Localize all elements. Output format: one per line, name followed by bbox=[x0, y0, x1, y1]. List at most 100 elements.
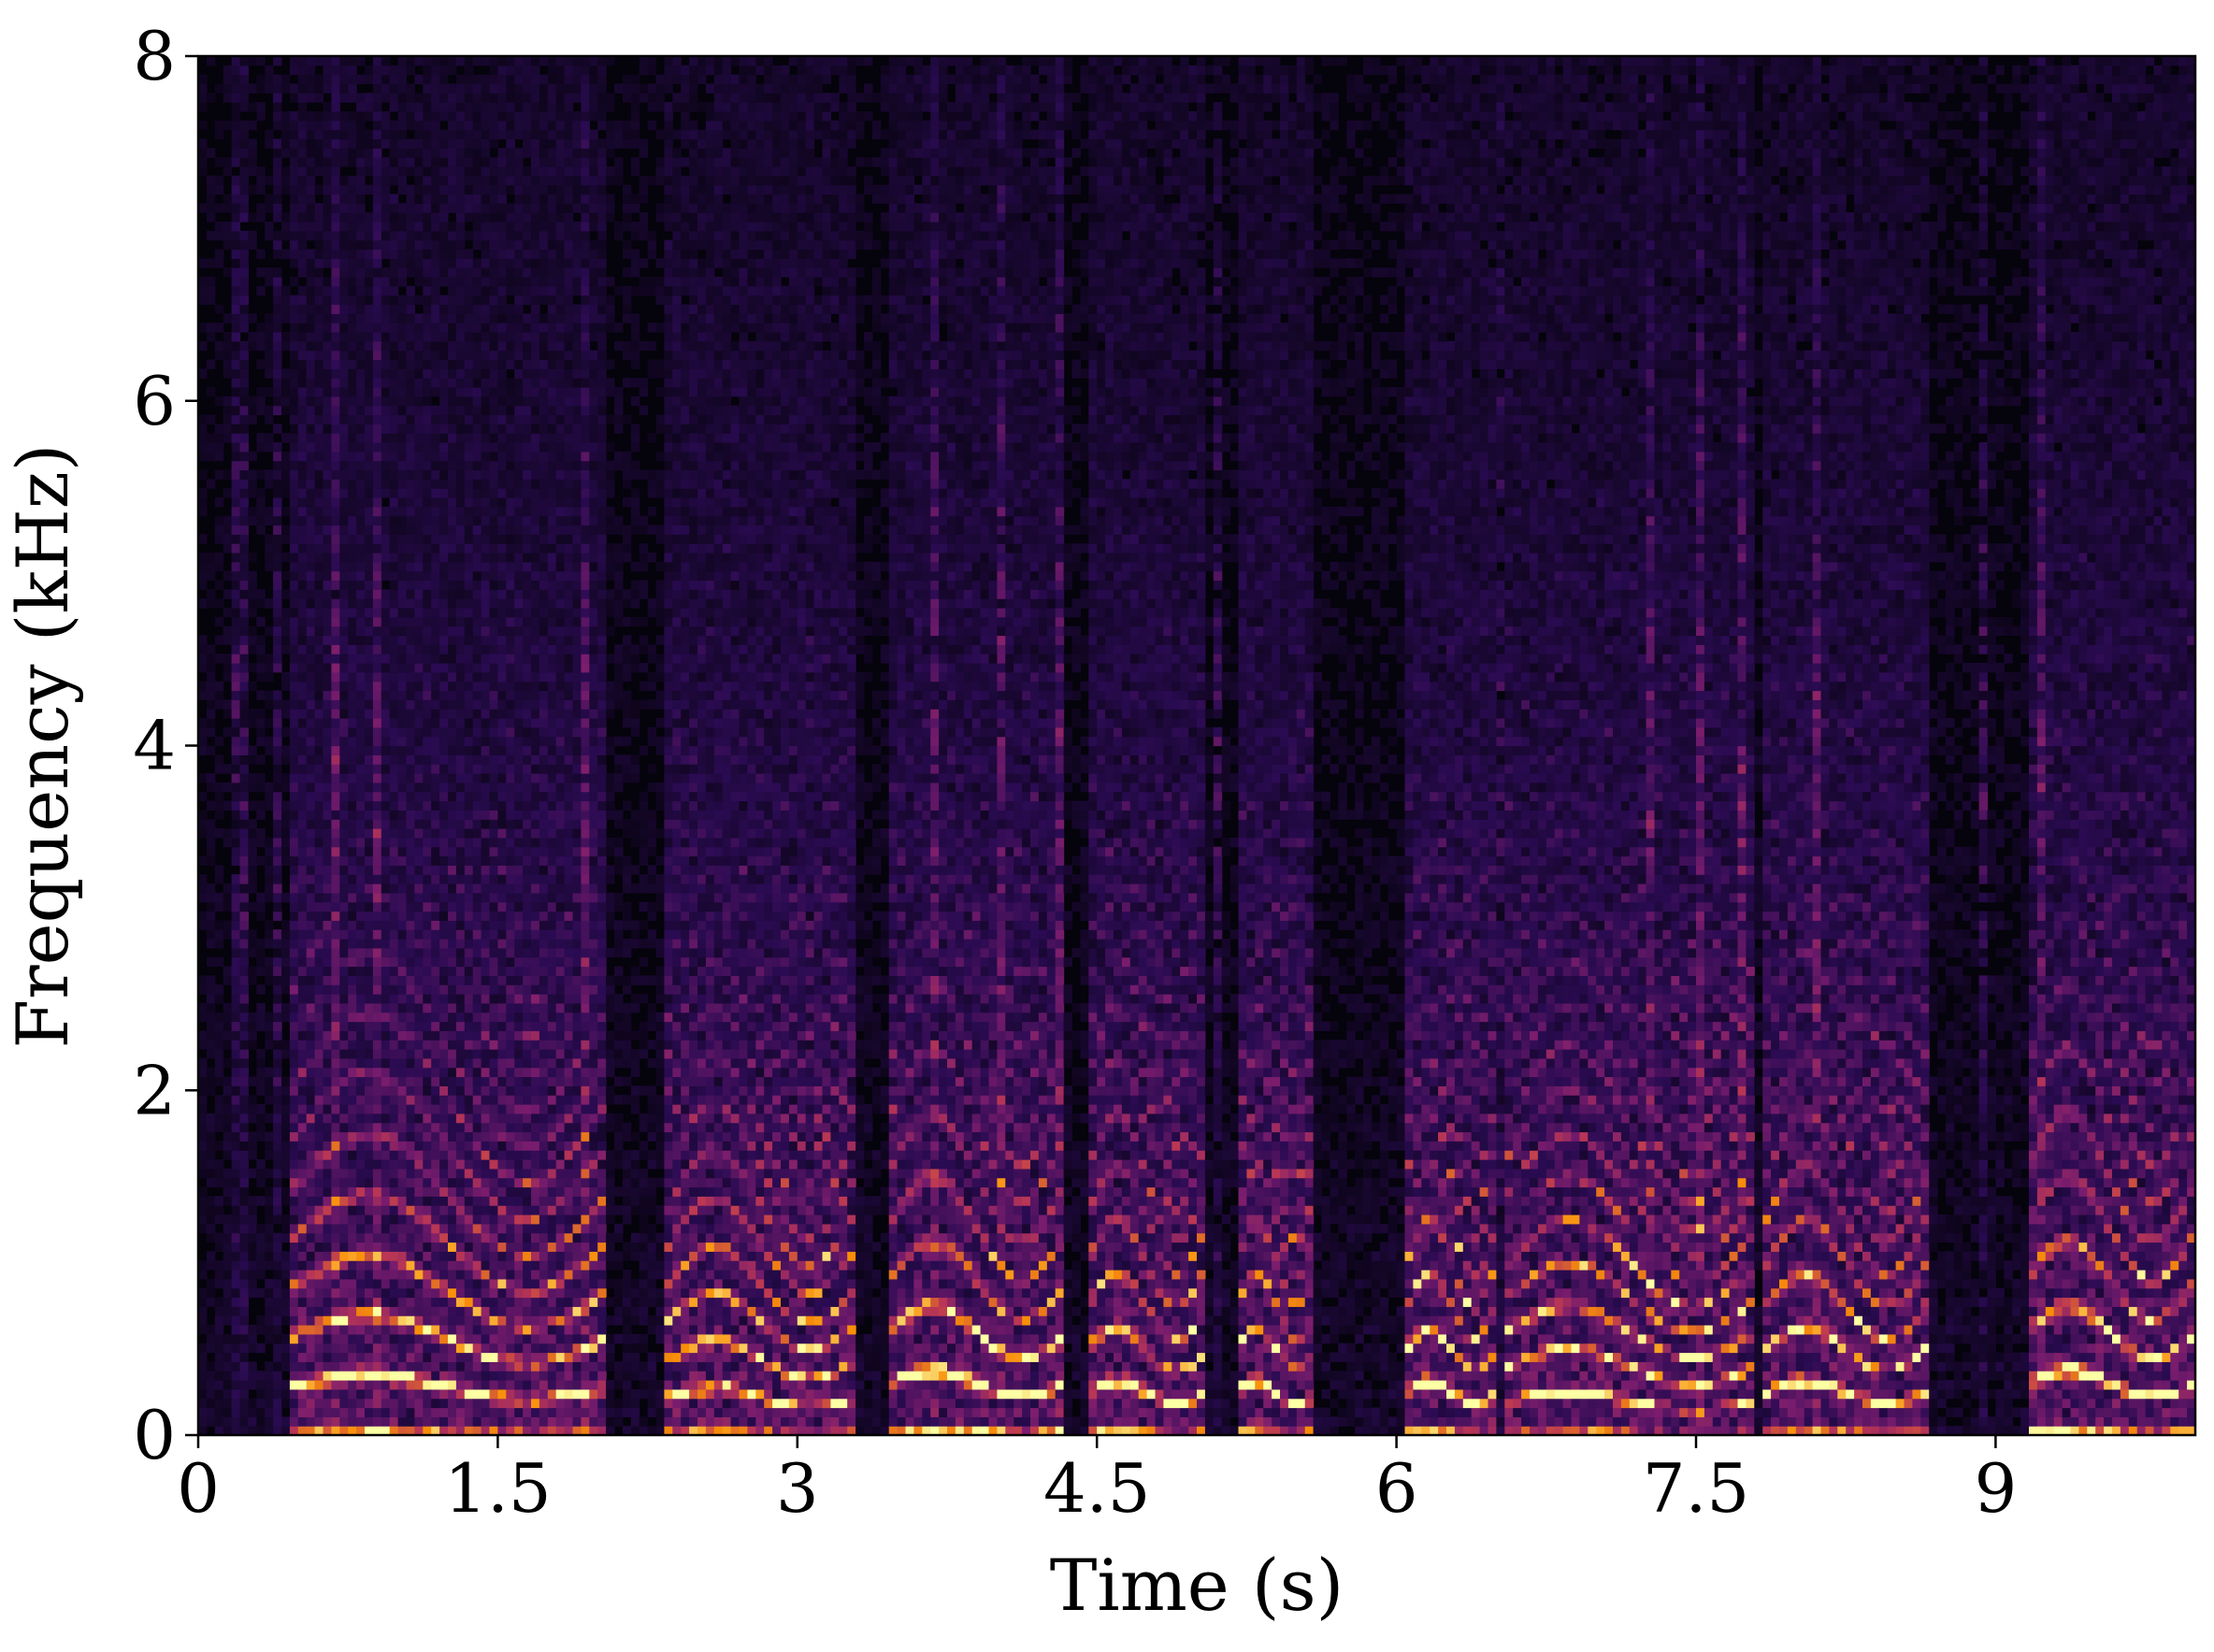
heatmap-cell bbox=[206, 1333, 216, 1344]
heatmap-cell bbox=[423, 553, 432, 563]
heatmap-cell bbox=[265, 1398, 274, 1409]
heatmap-cell bbox=[389, 598, 399, 609]
heatmap-cell bbox=[306, 1177, 316, 1188]
heatmap-cell bbox=[297, 644, 308, 654]
heatmap-cell bbox=[414, 203, 424, 213]
heatmap-cell bbox=[397, 994, 408, 1004]
heatmap-cell bbox=[423, 1333, 432, 1344]
heatmap-cell bbox=[323, 911, 332, 921]
heatmap-cell bbox=[306, 598, 316, 609]
heatmap-cell bbox=[223, 800, 233, 811]
heatmap-cell bbox=[472, 442, 482, 453]
heatmap-cell bbox=[297, 1426, 308, 1436]
heatmap-cell bbox=[497, 488, 507, 498]
heatmap-cell bbox=[239, 285, 249, 296]
heatmap-cell bbox=[439, 782, 449, 793]
heatmap-cell bbox=[472, 654, 482, 664]
heatmap-cell bbox=[289, 681, 299, 692]
heatmap-cell bbox=[223, 654, 233, 664]
heatmap-cell bbox=[331, 608, 340, 618]
heatmap-cell bbox=[239, 184, 249, 195]
heatmap-cell bbox=[414, 570, 424, 582]
heatmap-cell bbox=[306, 1278, 316, 1289]
heatmap-cell bbox=[448, 654, 457, 664]
heatmap-cell bbox=[256, 184, 266, 195]
heatmap-cell bbox=[297, 1416, 308, 1427]
heatmap-cell bbox=[265, 1223, 274, 1234]
heatmap-cell bbox=[256, 984, 266, 995]
heatmap-cell bbox=[381, 222, 391, 232]
heatmap-cell bbox=[297, 120, 308, 131]
heatmap-cell bbox=[248, 874, 257, 884]
heatmap-cell bbox=[414, 635, 424, 645]
heatmap-cell bbox=[481, 1325, 491, 1335]
heatmap-cell bbox=[489, 304, 498, 314]
heatmap-cell bbox=[231, 1095, 241, 1105]
heatmap-cell bbox=[455, 1159, 466, 1170]
heatmap-cell bbox=[497, 608, 507, 618]
heatmap-cell bbox=[397, 1076, 408, 1086]
heatmap-cell bbox=[239, 837, 249, 848]
heatmap-cell bbox=[214, 1306, 224, 1316]
heatmap-cell bbox=[239, 93, 249, 103]
heatmap-cell bbox=[423, 93, 432, 103]
heatmap-cell bbox=[489, 1113, 498, 1124]
heatmap-cell bbox=[265, 598, 274, 609]
heatmap-cell bbox=[214, 984, 224, 995]
heatmap-cell bbox=[372, 1371, 382, 1381]
heatmap-cell bbox=[406, 1012, 415, 1023]
heatmap-cell bbox=[248, 1270, 257, 1280]
heatmap-cell bbox=[306, 304, 316, 314]
heatmap-cell bbox=[239, 1380, 249, 1390]
heatmap-cell bbox=[431, 387, 440, 397]
heatmap-cell bbox=[472, 56, 482, 66]
heatmap-cell bbox=[423, 1407, 432, 1417]
heatmap-cell bbox=[389, 294, 399, 306]
heatmap-cell bbox=[431, 1287, 440, 1299]
heatmap-cell bbox=[455, 222, 466, 232]
heatmap-cell bbox=[472, 184, 482, 195]
heatmap-cell bbox=[239, 1205, 249, 1215]
heatmap-cell bbox=[481, 1270, 491, 1280]
heatmap-cell bbox=[214, 690, 224, 700]
heatmap-cell bbox=[231, 378, 241, 388]
heatmap-cell bbox=[323, 56, 332, 66]
heatmap-cell bbox=[214, 1333, 224, 1344]
heatmap-cell bbox=[306, 865, 316, 875]
heatmap-cell bbox=[389, 939, 399, 949]
heatmap-cell bbox=[389, 1076, 399, 1086]
heatmap-cell bbox=[464, 1407, 474, 1417]
heatmap-cell bbox=[256, 616, 266, 627]
heatmap-cell bbox=[439, 1270, 449, 1280]
heatmap-cell bbox=[314, 874, 324, 884]
heatmap-cell bbox=[448, 340, 457, 352]
heatmap-cell bbox=[239, 1049, 249, 1059]
heatmap-cell bbox=[397, 359, 408, 369]
heatmap-cell bbox=[481, 1242, 491, 1252]
heatmap-cell bbox=[223, 1150, 233, 1160]
heatmap-cell bbox=[348, 1002, 357, 1013]
heatmap-cell bbox=[365, 1067, 374, 1078]
heatmap-cell bbox=[472, 598, 482, 609]
heatmap-cell bbox=[472, 1012, 482, 1023]
heatmap-cell bbox=[214, 764, 224, 774]
heatmap-cell bbox=[481, 791, 491, 802]
heatmap-cell bbox=[281, 855, 291, 866]
heatmap-cell bbox=[497, 994, 507, 1004]
heatmap-cell bbox=[389, 387, 399, 397]
heatmap-cell bbox=[439, 1260, 449, 1271]
heatmap-cell bbox=[439, 1242, 449, 1252]
heatmap-cell bbox=[455, 1260, 466, 1271]
heatmap-cell bbox=[239, 350, 249, 361]
heatmap-cell bbox=[223, 663, 233, 673]
heatmap-cell bbox=[289, 1388, 299, 1400]
heatmap-cell bbox=[365, 608, 374, 618]
heatmap-cell bbox=[455, 754, 466, 765]
heatmap-cell bbox=[306, 515, 316, 526]
heatmap-cell bbox=[306, 1315, 316, 1326]
heatmap-cell bbox=[381, 1297, 391, 1307]
heatmap-cell bbox=[423, 975, 432, 985]
heatmap-cell bbox=[231, 1251, 241, 1261]
heatmap-cell bbox=[256, 1223, 266, 1234]
heatmap-cell bbox=[248, 1251, 257, 1261]
